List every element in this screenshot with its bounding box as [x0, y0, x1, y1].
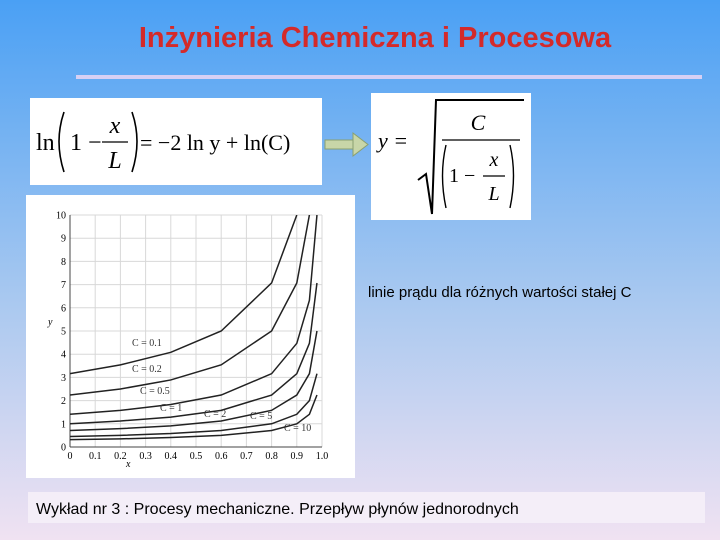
- eq2-one: 1 −: [449, 165, 475, 187]
- curve-label: C = 1: [160, 403, 182, 414]
- title-rule: [76, 75, 702, 79]
- curve-label: C = 0.5: [140, 386, 170, 397]
- x-tick-label: 0.5: [190, 451, 203, 462]
- arrow: [324, 131, 369, 158]
- curve: [70, 394, 318, 441]
- eq2-inner-num: x: [489, 149, 499, 171]
- y-tick-label: 1: [61, 419, 66, 430]
- chart: 0 1 2 3 4 5 6 7 8 9 10 0 0.1 0.2 0.3 0.4 0.5 0.6 0.7 0.8 0.9…: [47, 211, 328, 471]
- plot-area: [70, 215, 318, 441]
- footer: Wykład nr 3 : Procesy mechaniczne. Przep…: [36, 501, 519, 518]
- x-tick-label: 0.1: [89, 451, 102, 462]
- eq2-lhs: y =: [376, 128, 408, 153]
- x-tick-label: 0.6: [215, 451, 228, 462]
- equation2-box: y = C 1 − x L: [371, 93, 531, 220]
- curve-label: C = 5: [250, 411, 272, 422]
- y-tick-label: 8: [61, 257, 66, 268]
- x-tick-label: 1.0: [316, 451, 329, 462]
- x-tick-label: 0.3: [139, 451, 152, 462]
- curve-label: C = 0.2: [132, 364, 162, 375]
- y-tick-label: 10: [56, 211, 66, 222]
- y-tick-label: 3: [61, 373, 66, 384]
- y-axis-label: y: [47, 317, 53, 328]
- eq-den: L: [107, 148, 121, 174]
- eq-rhs: = −2 ln y + ln(C): [140, 130, 290, 155]
- title: Inżynieria Chemiczna i Procesowa: [139, 22, 612, 54]
- eq2-num: C: [471, 110, 486, 135]
- curve: [70, 330, 318, 432]
- equation1-box: ln 1 − x L = −2 ln y + ln(C): [30, 98, 322, 185]
- curve: [70, 373, 318, 438]
- x-tick-label: 0: [68, 451, 73, 462]
- eq-fn: ln: [36, 130, 55, 156]
- x-tick-label: 0.2: [114, 451, 127, 462]
- y-tick-label: 4: [61, 350, 66, 361]
- y-tick-label: 2: [61, 396, 66, 407]
- y-tick-label: 0: [61, 443, 66, 454]
- curve-label: C = 10: [284, 423, 311, 434]
- eq-num: x: [109, 113, 121, 139]
- y-tick-label: 9: [61, 234, 66, 245]
- x-axis-label: x: [125, 459, 131, 470]
- x-tick-label: 0.9: [291, 451, 304, 462]
- footer-band: [28, 492, 705, 523]
- curve-label: C = 2: [204, 409, 226, 420]
- x-tick-label: 0.7: [240, 451, 253, 462]
- eq2-inner-den: L: [487, 183, 499, 205]
- y-tick-label: 5: [61, 327, 66, 338]
- eq-one: 1 −: [70, 130, 102, 156]
- x-tick-label: 0.8: [265, 451, 278, 462]
- curve: [70, 215, 298, 375]
- y-tick-label: 6: [61, 303, 66, 314]
- curve: [70, 282, 318, 425]
- curve-label: C = 0.1: [132, 338, 162, 349]
- caption: linie prądu dla różnych wartości stałej …: [368, 284, 632, 301]
- x-tick-label: 0.4: [165, 451, 178, 462]
- curve: [70, 215, 318, 416]
- y-tick-label: 7: [61, 280, 66, 291]
- curve: [70, 215, 311, 396]
